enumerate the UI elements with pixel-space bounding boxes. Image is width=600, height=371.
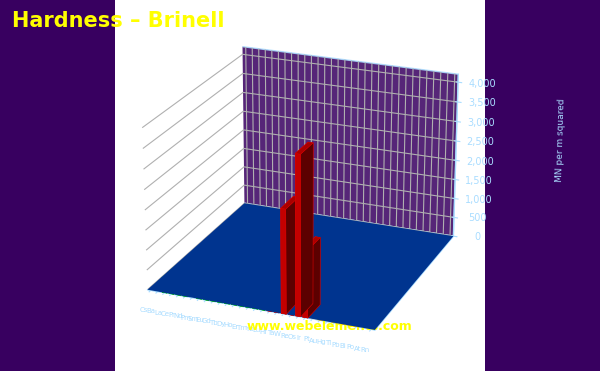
Text: Hardness – Brinell: Hardness – Brinell [12,11,224,31]
Text: www.webelements.com: www.webelements.com [247,320,413,333]
